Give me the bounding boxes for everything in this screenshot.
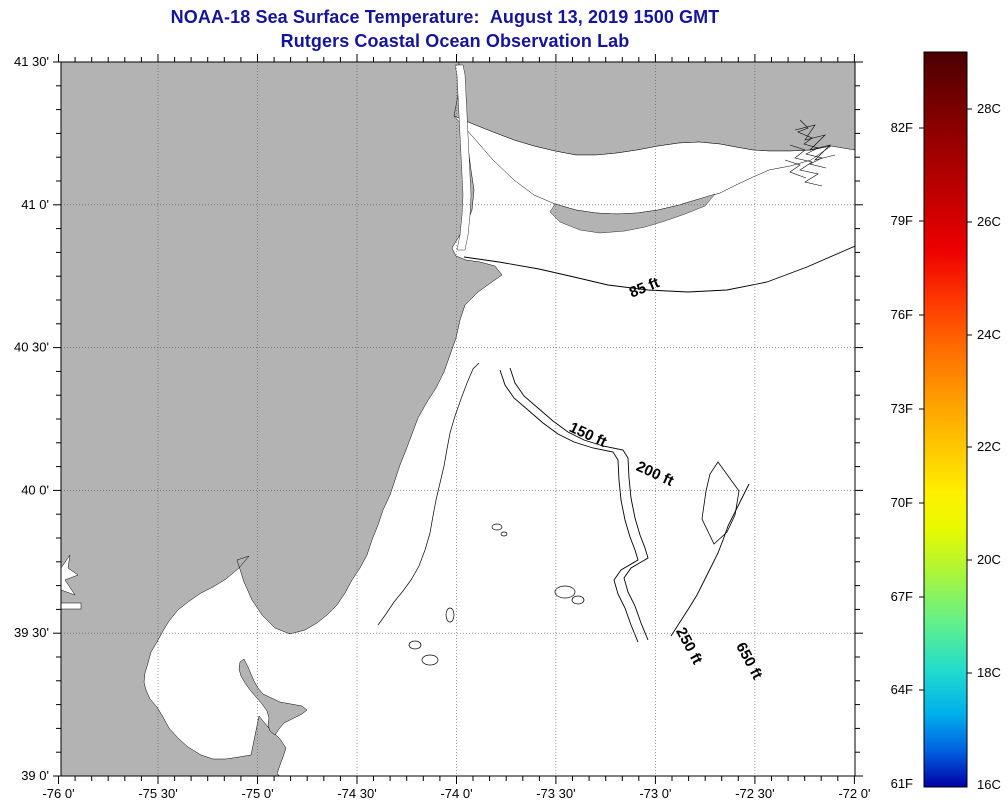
svg-text:79F: 79F <box>891 213 913 228</box>
svg-text:67F: 67F <box>891 589 913 604</box>
svg-text:-72 30': -72 30' <box>735 786 774 801</box>
svg-text:26C: 26C <box>977 214 1001 229</box>
svg-text:24C: 24C <box>977 327 1001 342</box>
svg-text:39 30': 39 30' <box>14 625 49 640</box>
svg-text:41 0': 41 0' <box>21 197 49 212</box>
svg-text:40 0': 40 0' <box>21 482 49 497</box>
svg-text:82F: 82F <box>891 120 913 135</box>
svg-text:41 30': 41 30' <box>14 54 49 69</box>
svg-text:-72 0': -72 0' <box>838 786 870 801</box>
svg-text:-75 0': -75 0' <box>241 786 273 801</box>
svg-text:16C: 16C <box>977 777 1001 792</box>
svg-text:22C: 22C <box>977 439 1001 454</box>
svg-text:-73 30': -73 30' <box>536 786 575 801</box>
svg-text:61F: 61F <box>891 776 913 791</box>
svg-text:-75 30': -75 30' <box>138 786 177 801</box>
svg-text:73F: 73F <box>891 401 913 416</box>
svg-text:-73 0': -73 0' <box>639 786 671 801</box>
svg-text:39 0': 39 0' <box>21 768 49 783</box>
svg-text:-74 0': -74 0' <box>440 786 472 801</box>
svg-text:-74 30': -74 30' <box>337 786 376 801</box>
svg-text:76F: 76F <box>891 307 913 322</box>
svg-text:28C: 28C <box>977 101 1001 116</box>
svg-text:20C: 20C <box>977 552 1001 567</box>
svg-text:-76 0': -76 0' <box>42 786 74 801</box>
svg-text:64F: 64F <box>891 682 913 697</box>
svg-text:18C: 18C <box>977 665 1001 680</box>
svg-text:70F: 70F <box>891 495 913 510</box>
svg-text:40 30': 40 30' <box>14 340 49 355</box>
